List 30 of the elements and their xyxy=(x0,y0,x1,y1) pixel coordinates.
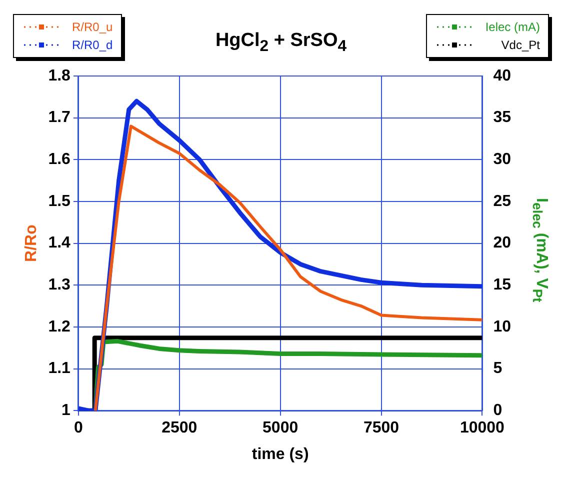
y-tick-label: 1.3 xyxy=(48,276,71,294)
y-tick-label: 1.8 xyxy=(48,67,71,84)
y2-tick-label: 5 xyxy=(493,360,502,378)
y-tick-label: 1.1 xyxy=(48,360,71,378)
y-tick-label: 1.4 xyxy=(48,234,71,252)
x-axis-title: time (s) xyxy=(252,446,309,463)
x-tick-label: 5000 xyxy=(262,420,298,437)
y2-tick-label: 15 xyxy=(493,276,512,294)
y2-tick-label: 0 xyxy=(493,402,502,420)
legend-label: R/R0_u xyxy=(72,20,113,34)
y-axis-title: R/Ro xyxy=(23,224,40,262)
legend-label: Vdc_Pt xyxy=(501,38,540,52)
x-tick-label: 10000 xyxy=(460,420,505,437)
x-tick-label: 7500 xyxy=(363,420,400,437)
chart-title: HgCl$_{2}$ + SrSO$_{4}$ xyxy=(215,30,347,55)
y2-tick-label: 20 xyxy=(493,234,512,252)
x-tick-label: 2500 xyxy=(162,420,198,437)
legend-label: R/R0_d xyxy=(72,38,113,52)
y2-tick-label: 35 xyxy=(493,109,512,126)
y-tick-label: 1.6 xyxy=(48,151,71,168)
y2-tick-label: 40 xyxy=(493,67,512,84)
y-tick-label: 1.2 xyxy=(48,318,71,336)
legend-label: Ielec (mA) xyxy=(485,20,540,34)
y-tick-label: 1.5 xyxy=(48,192,71,210)
y2-tick-label: 10 xyxy=(493,318,512,336)
x-tick-label: 0 xyxy=(74,420,83,437)
y-tick-label: 1 xyxy=(62,402,71,420)
y2-tick-label: 30 xyxy=(493,151,512,168)
y-tick-label: 1.7 xyxy=(48,109,71,126)
y2-tick-label: 25 xyxy=(493,192,512,210)
